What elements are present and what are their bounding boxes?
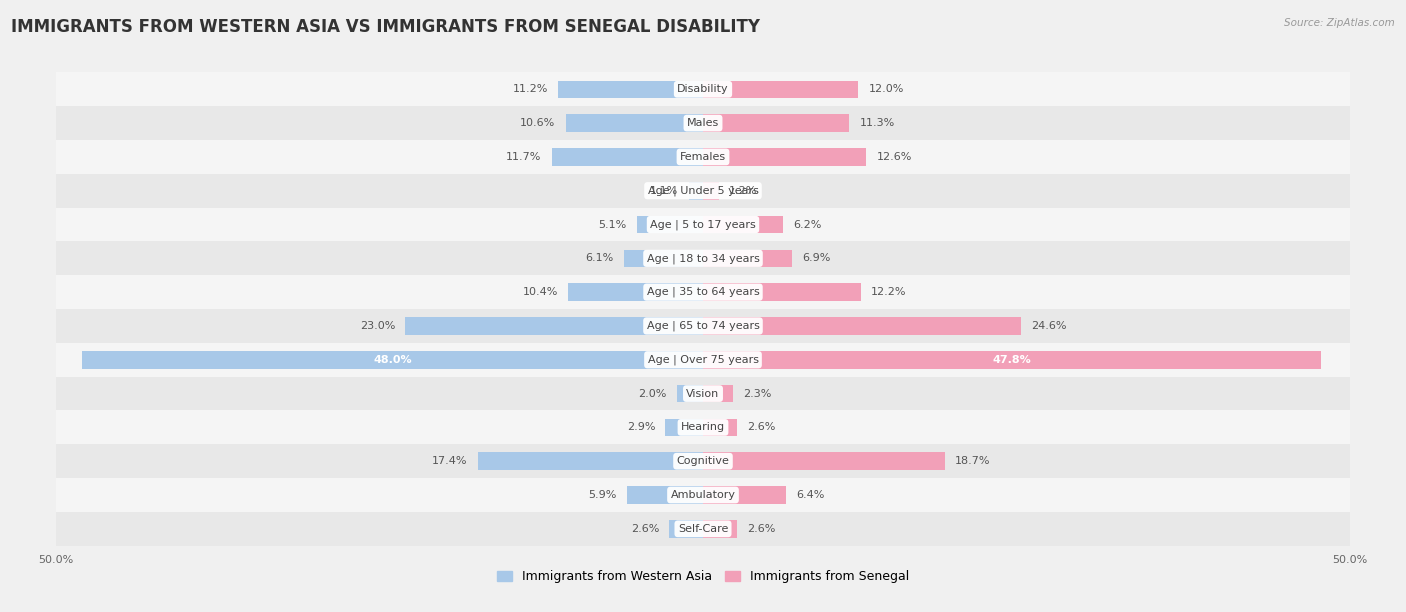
- Text: 2.3%: 2.3%: [744, 389, 772, 398]
- Text: 2.6%: 2.6%: [747, 524, 775, 534]
- Text: Age | 18 to 34 years: Age | 18 to 34 years: [647, 253, 759, 264]
- Text: 6.1%: 6.1%: [585, 253, 614, 263]
- Text: Age | Under 5 years: Age | Under 5 years: [648, 185, 758, 196]
- Text: 11.2%: 11.2%: [512, 84, 548, 94]
- Text: 1.1%: 1.1%: [650, 185, 679, 196]
- Bar: [56, 72, 1350, 106]
- Text: 11.7%: 11.7%: [506, 152, 541, 162]
- Bar: [703, 283, 860, 301]
- Bar: [56, 343, 1350, 376]
- Text: 5.9%: 5.9%: [588, 490, 616, 500]
- Bar: [56, 376, 1350, 411]
- Bar: [568, 283, 703, 301]
- Bar: [703, 351, 1322, 368]
- Bar: [703, 216, 783, 233]
- Text: Source: ZipAtlas.com: Source: ZipAtlas.com: [1284, 18, 1395, 28]
- Text: 2.6%: 2.6%: [747, 422, 775, 433]
- Text: 12.0%: 12.0%: [869, 84, 904, 94]
- Text: IMMIGRANTS FROM WESTERN ASIA VS IMMIGRANTS FROM SENEGAL DISABILITY: IMMIGRANTS FROM WESTERN ASIA VS IMMIGRAN…: [11, 18, 761, 36]
- Text: 24.6%: 24.6%: [1032, 321, 1067, 331]
- Text: 6.9%: 6.9%: [803, 253, 831, 263]
- Bar: [56, 444, 1350, 478]
- Bar: [624, 250, 703, 267]
- Bar: [637, 216, 703, 233]
- Text: Cognitive: Cognitive: [676, 456, 730, 466]
- Bar: [56, 411, 1350, 444]
- Bar: [703, 317, 1021, 335]
- Bar: [82, 351, 703, 368]
- Bar: [56, 512, 1350, 546]
- Bar: [405, 317, 703, 335]
- Bar: [703, 81, 858, 98]
- Text: Age | 5 to 17 years: Age | 5 to 17 years: [650, 219, 756, 230]
- Bar: [56, 140, 1350, 174]
- Bar: [703, 419, 737, 436]
- Text: Age | Over 75 years: Age | Over 75 years: [648, 354, 758, 365]
- Bar: [558, 81, 703, 98]
- Text: 2.0%: 2.0%: [638, 389, 666, 398]
- Bar: [669, 520, 703, 537]
- Text: Hearing: Hearing: [681, 422, 725, 433]
- Text: Females: Females: [681, 152, 725, 162]
- Bar: [478, 452, 703, 470]
- Text: 47.8%: 47.8%: [993, 355, 1032, 365]
- Bar: [56, 207, 1350, 242]
- Bar: [56, 275, 1350, 309]
- Bar: [56, 309, 1350, 343]
- Text: 2.6%: 2.6%: [631, 524, 659, 534]
- Text: 10.6%: 10.6%: [520, 118, 555, 128]
- Bar: [703, 486, 786, 504]
- Text: 10.4%: 10.4%: [523, 287, 558, 297]
- Text: 12.6%: 12.6%: [876, 152, 911, 162]
- Text: Ambulatory: Ambulatory: [671, 490, 735, 500]
- Text: 23.0%: 23.0%: [360, 321, 395, 331]
- Text: 12.2%: 12.2%: [872, 287, 907, 297]
- Bar: [703, 148, 866, 166]
- Bar: [703, 114, 849, 132]
- Bar: [678, 385, 703, 402]
- Bar: [703, 182, 718, 200]
- Text: 6.2%: 6.2%: [793, 220, 823, 230]
- Text: 5.1%: 5.1%: [599, 220, 627, 230]
- Bar: [703, 250, 792, 267]
- Bar: [551, 148, 703, 166]
- Bar: [703, 385, 733, 402]
- Bar: [703, 520, 737, 537]
- Bar: [56, 106, 1350, 140]
- Bar: [56, 174, 1350, 207]
- Text: 2.9%: 2.9%: [627, 422, 655, 433]
- Legend: Immigrants from Western Asia, Immigrants from Senegal: Immigrants from Western Asia, Immigrants…: [492, 565, 914, 588]
- Text: 17.4%: 17.4%: [432, 456, 468, 466]
- Text: Vision: Vision: [686, 389, 720, 398]
- Bar: [703, 452, 945, 470]
- Text: 1.2%: 1.2%: [728, 185, 758, 196]
- Text: 6.4%: 6.4%: [796, 490, 824, 500]
- Text: Self-Care: Self-Care: [678, 524, 728, 534]
- Text: Disability: Disability: [678, 84, 728, 94]
- Text: Age | 65 to 74 years: Age | 65 to 74 years: [647, 321, 759, 331]
- Text: Males: Males: [688, 118, 718, 128]
- Bar: [627, 486, 703, 504]
- Text: Age | 35 to 64 years: Age | 35 to 64 years: [647, 287, 759, 297]
- Bar: [665, 419, 703, 436]
- Bar: [56, 478, 1350, 512]
- Bar: [56, 242, 1350, 275]
- Text: 18.7%: 18.7%: [955, 456, 991, 466]
- Bar: [689, 182, 703, 200]
- Text: 48.0%: 48.0%: [373, 355, 412, 365]
- Bar: [565, 114, 703, 132]
- Text: 11.3%: 11.3%: [859, 118, 894, 128]
